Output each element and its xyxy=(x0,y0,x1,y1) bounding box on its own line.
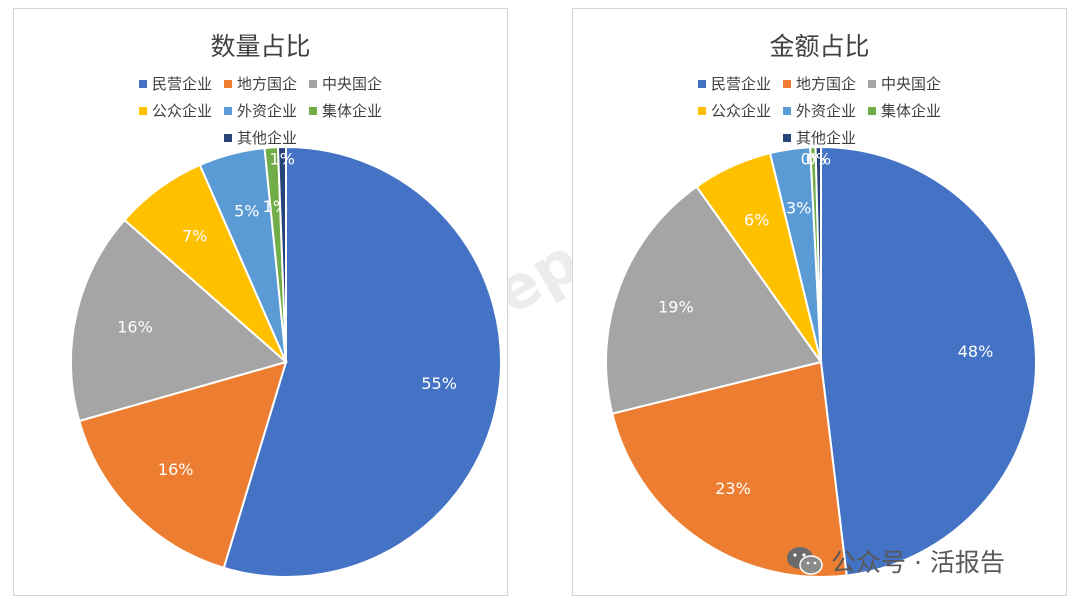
pie-slice xyxy=(605,185,823,415)
legend-item: 地方国企 xyxy=(223,73,297,94)
legend-item: 民营企业 xyxy=(697,73,771,94)
data-label: 48% xyxy=(958,342,994,361)
data-label: 16% xyxy=(158,460,194,479)
legend-label: 地方国企 xyxy=(795,75,856,93)
legend-swatch xyxy=(223,79,232,88)
chart-title: 数量占比 xyxy=(210,32,311,61)
data-label: 19% xyxy=(658,298,694,317)
legend-swatch xyxy=(782,106,791,115)
legend-item: 公众企业 xyxy=(697,100,771,121)
data-label: 7% xyxy=(182,226,207,245)
chart-title: 金额占比 xyxy=(769,32,870,61)
data-label: 16% xyxy=(117,317,153,336)
legend-item: 其他企业 xyxy=(782,127,856,148)
wechat-icon xyxy=(787,547,823,575)
legend-item: 外资企业 xyxy=(782,100,856,121)
brand-label: 公众号 · 活报告 xyxy=(831,548,1005,577)
legend-swatch xyxy=(138,79,147,88)
legend-item: 公众企业 xyxy=(138,100,212,121)
data-label: 5% xyxy=(234,202,259,221)
data-label: 55% xyxy=(421,374,457,393)
data-label: 3% xyxy=(786,198,811,217)
pie-slice xyxy=(78,360,288,570)
legend-label: 其他企业 xyxy=(236,129,297,147)
pie-slice xyxy=(820,145,1038,577)
chart-panel-amount: 金额占比 民营企业 地方国企 中央国企公众企业 外资企业 集体企业其他企业 48% 23%… xyxy=(572,8,1067,596)
legend-label: 公众企业 xyxy=(710,102,771,120)
legend-swatch xyxy=(223,133,232,142)
legend-label: 中央国企 xyxy=(322,75,383,93)
pie-slice xyxy=(276,145,287,363)
legend-swatch xyxy=(868,79,876,88)
legend-swatch xyxy=(697,79,706,88)
legend-swatch xyxy=(309,79,317,88)
legend-label: 地方国企 xyxy=(236,75,297,93)
chart-legend: 民营企业 地方国企 中央国企公众企业 外资企业 集体企业其他企业 xyxy=(573,73,1066,148)
legend-label: 民营企业 xyxy=(710,75,771,93)
legend-label: 其他企业 xyxy=(795,129,856,147)
pie-slice xyxy=(814,145,822,363)
legend-label: 集体企业 xyxy=(322,102,383,120)
legend-swatch xyxy=(868,106,876,115)
legend-item: 其他企业 xyxy=(223,127,297,148)
data-label: 6% xyxy=(744,211,769,230)
data-label: 23% xyxy=(715,479,751,498)
legend-item: 民营企业 xyxy=(138,73,212,94)
legend-label: 公众企业 xyxy=(151,102,212,120)
brand-footer: 公众号 · 活报告 xyxy=(785,543,1005,579)
legend-label: 集体企业 xyxy=(881,102,942,120)
legend-swatch xyxy=(697,106,706,115)
chart-legend: 民营企业 地方国企 中央国企公众企业 外资企业 集体企业其他企业 xyxy=(14,73,507,148)
pie-chart: 48%23%19%6%3%0%0% xyxy=(605,145,1038,578)
chart-panel-quantity: 数量占比 民营企业 地方国企 中央国企公众企业 外资企业 集体企业其他企业 55% 16%… xyxy=(13,8,508,596)
pie-chart: 55%16%16%7%5% 1%1% xyxy=(70,145,502,578)
data-label: 1% xyxy=(270,149,295,168)
legend-swatch xyxy=(782,79,791,88)
legend-item: 地方国企 xyxy=(782,73,856,94)
legend-label: 外资企业 xyxy=(795,102,856,120)
legend-swatch xyxy=(782,133,791,142)
pie-slice xyxy=(222,145,502,578)
pie-slice xyxy=(611,360,848,578)
data-label: 0% xyxy=(806,149,831,168)
pie-slice xyxy=(70,218,289,423)
legend-item: 集体企业 xyxy=(309,100,382,121)
legend-item: 外资企业 xyxy=(223,100,297,121)
legend-label: 外资企业 xyxy=(236,102,297,120)
legend-item: 中央国企 xyxy=(309,73,382,94)
legend-label: 民营企业 xyxy=(151,75,212,93)
legend-swatch xyxy=(309,106,317,115)
legend-item: 集体企业 xyxy=(868,100,941,121)
legend-swatch xyxy=(223,106,232,115)
legend-label: 中央国企 xyxy=(881,75,942,93)
legend-swatch xyxy=(138,106,147,115)
legend-item: 中央国企 xyxy=(868,73,941,94)
